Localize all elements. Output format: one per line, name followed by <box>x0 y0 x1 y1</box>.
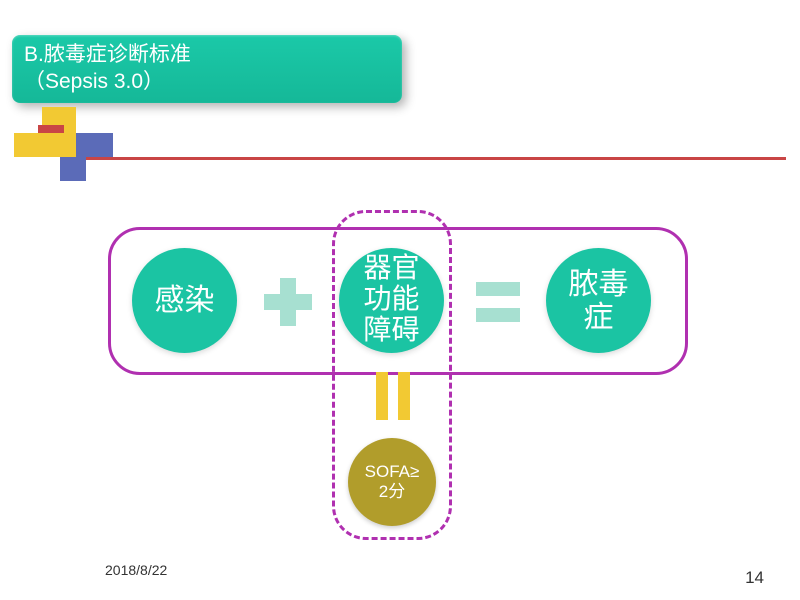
sofa-l1: SOFA≥ <box>365 462 420 482</box>
node-infection: 感染 <box>132 248 237 353</box>
title-line2: （Sepsis 3.0） <box>24 68 390 95</box>
equals-icon <box>476 282 520 322</box>
sofa-l2: 2分 <box>365 482 420 502</box>
organ-l3: 障碍 <box>363 316 419 347</box>
node-sepsis: 脓毒 症 <box>546 248 651 353</box>
title-line1: B.脓毒症诊断标准 <box>24 41 390 68</box>
organ-l1: 器官 <box>363 254 419 285</box>
organ-l2: 功能 <box>363 285 419 316</box>
decor-block <box>60 157 86 181</box>
decor-rule <box>86 157 786 160</box>
decor-block <box>14 133 76 157</box>
vertical-equals-icon <box>376 372 410 420</box>
node-infection-label: 感染 <box>155 284 215 317</box>
node-organ-dysfunction: 器官 功能 障碍 <box>339 248 444 353</box>
title-box: B.脓毒症诊断标准 （Sepsis 3.0） <box>12 35 402 103</box>
sepsis-l1: 脓毒 <box>569 268 629 301</box>
footer-page: 14 <box>745 568 764 588</box>
decor-block <box>38 125 64 133</box>
plus-icon <box>264 278 312 326</box>
decor-block <box>76 133 113 157</box>
node-sofa: SOFA≥ 2分 <box>348 438 436 526</box>
footer-date: 2018/8/22 <box>105 562 167 578</box>
sepsis-l2: 症 <box>569 301 629 334</box>
